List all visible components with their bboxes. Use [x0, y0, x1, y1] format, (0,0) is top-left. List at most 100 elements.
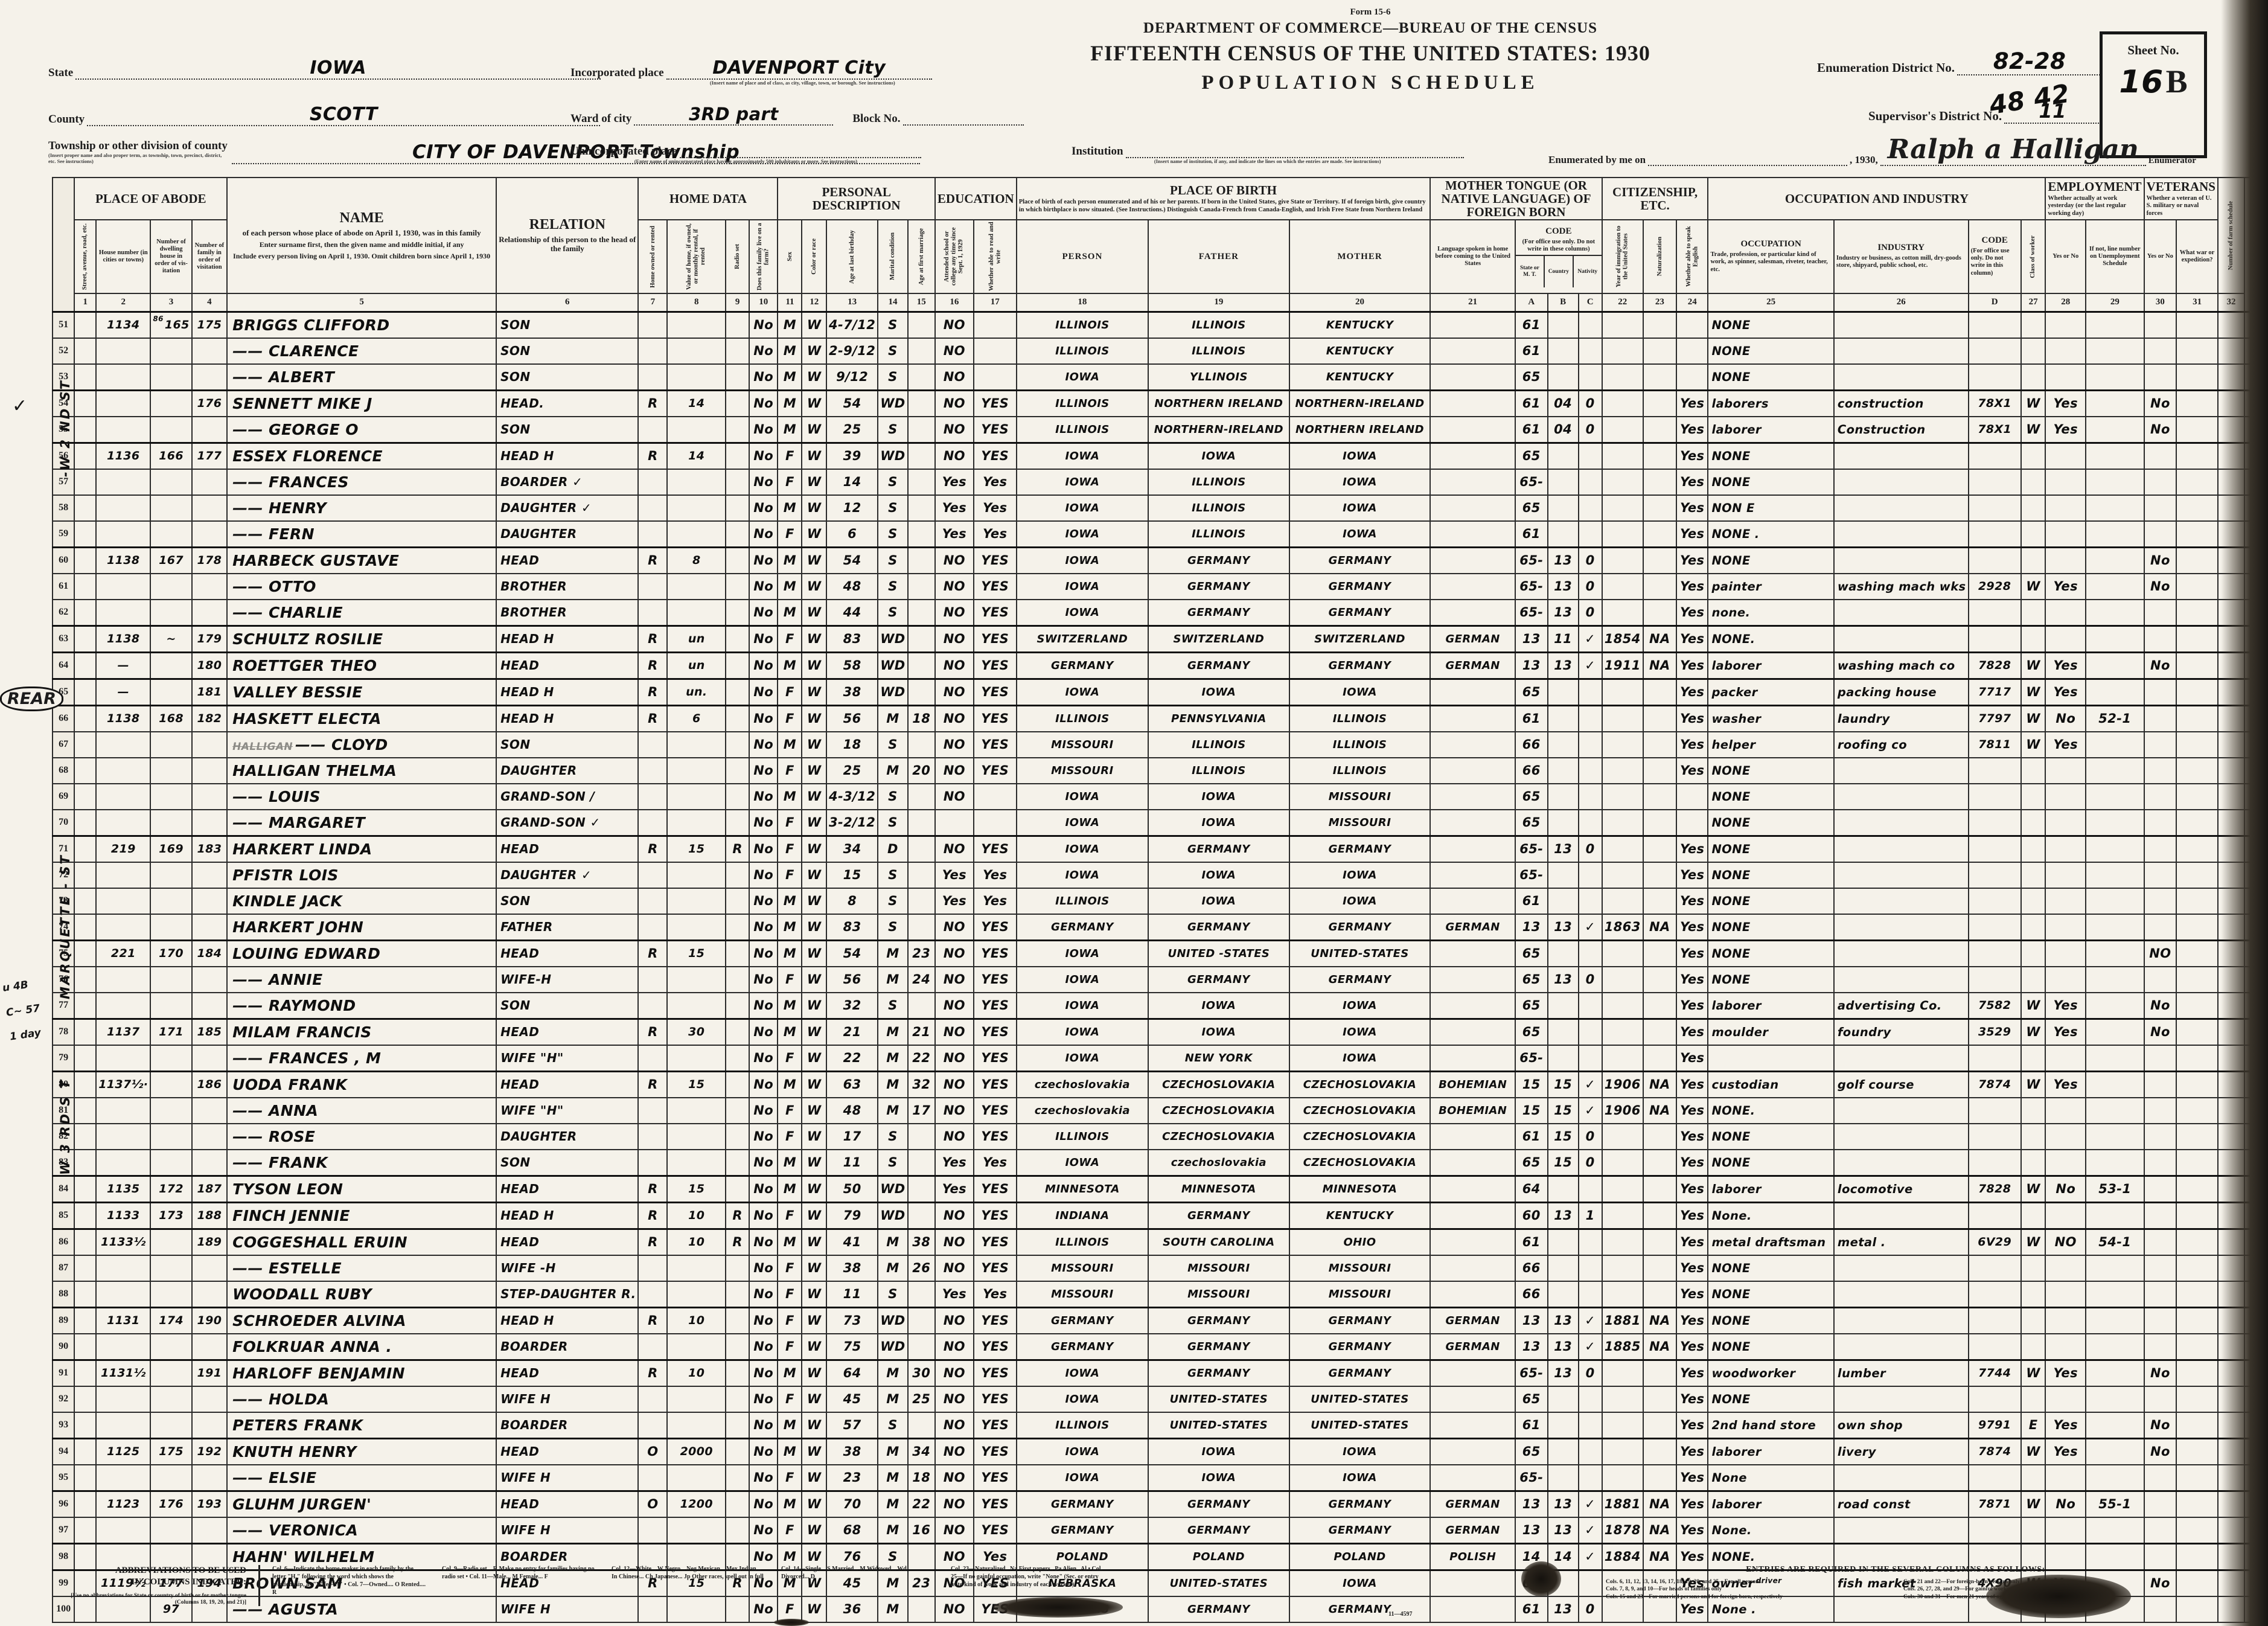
cell-dw	[150, 415, 193, 443]
line-number: 67	[51, 731, 75, 758]
cell-mt: GERMAN	[1429, 651, 1516, 679]
cell-pf: GERMANY	[1148, 1359, 1290, 1387]
cell-name: —— FERN	[226, 520, 497, 548]
cell-cc	[1577, 731, 1603, 758]
cell-val	[666, 363, 727, 391]
cell-cw	[2020, 1254, 2046, 1282]
legend-right-note: Cols. 21 and 22—For foreign-born persons…	[1903, 1579, 2020, 1585]
cell-vet	[2143, 1490, 2177, 1518]
cell-eng	[1675, 808, 1709, 836]
cell-pf: UNITED -STATES	[1148, 939, 1290, 967]
cell-fam	[191, 887, 228, 915]
cell-emp	[2045, 310, 2087, 339]
cell-vet	[2143, 1306, 2177, 1334]
cell-war	[2176, 1228, 2218, 1256]
cell-war	[2176, 887, 2218, 915]
cell-sex: M	[777, 651, 803, 679]
cell-cb: 13	[1547, 965, 1579, 993]
cell-mt	[1429, 965, 1516, 993]
col-subhead: If not, line number on Unem­ployment Sch…	[2085, 219, 2145, 294]
cell-sch: NO	[934, 1437, 974, 1465]
cell-sch: NO	[934, 965, 974, 993]
sheet-number-box: Sheet No. 16 B	[2100, 31, 2207, 158]
cell-ten: R	[637, 441, 668, 470]
cell-frm: No	[748, 861, 779, 889]
cell-cw: W	[2020, 1070, 2046, 1098]
cell-mar: S	[877, 783, 909, 810]
cell-rel: HEAD	[496, 939, 639, 967]
cell-hn	[95, 1516, 152, 1544]
cell-ca: 61	[1514, 415, 1548, 443]
cell-occ	[1707, 1044, 1835, 1072]
cell-ind: laundry	[1833, 704, 1969, 732]
cell-fam: 191	[191, 1359, 228, 1387]
cell-eng: Yes	[1675, 1017, 1709, 1046]
cell-sch: Yes	[934, 1174, 974, 1203]
cell-fam: 180	[191, 651, 228, 679]
cell-vet: No	[2143, 991, 2177, 1019]
cell-nat	[1642, 1254, 1677, 1282]
supervisor-district-field: Supervisor's District No. 11	[1868, 100, 2101, 124]
sheet-number-value: 16	[2119, 64, 2164, 100]
cell-race: W	[801, 415, 827, 443]
cell-dw	[150, 468, 193, 496]
cell-val: 10	[666, 1201, 727, 1229]
cell-frm: No	[748, 913, 779, 941]
cell-cb: 13	[1547, 1359, 1579, 1387]
cell-ten: R	[637, 1174, 668, 1203]
cell-dw	[150, 1122, 193, 1150]
cell-cc	[1577, 677, 1603, 706]
township-value: CITY OF DAVENPORT Township	[412, 141, 740, 163]
cell-sex: M	[777, 783, 803, 810]
cell-rel: DAUGHTER	[496, 1122, 639, 1150]
cell-mt	[1429, 1411, 1516, 1439]
person-row-95: 95 —— ELSIE WIFE H No F W 23 M 18 NO YES IOWA IOWA IO…	[51, 1464, 2268, 1491]
ink-smudge	[1521, 1561, 1561, 1596]
cell-dw	[150, 363, 193, 391]
line-number: 99	[51, 1569, 75, 1597]
cell-pm: OHIO	[1288, 1228, 1431, 1256]
cell-frm: No	[748, 731, 779, 758]
cell-age: 38	[825, 1437, 879, 1465]
cell-rw: YES	[973, 913, 1017, 941]
cell-sex: F	[777, 468, 803, 496]
cell-vet	[2143, 1385, 2177, 1413]
cell-race: W	[801, 1385, 827, 1413]
person-row-69: 69 —— LOUIS GRAND-SON / No M W 4-3/12 S NO IOWA IO…	[51, 783, 2268, 810]
cell-afm	[907, 468, 936, 496]
cell-mar: M	[877, 939, 909, 967]
cell-vet	[2143, 1280, 2177, 1308]
cell-cd	[1967, 887, 2022, 915]
cell-dw	[150, 1411, 193, 1439]
cell-mt	[1429, 598, 1516, 626]
legend-title-1: ABBREVIATIONS TO BE USED	[115, 1566, 246, 1575]
cell-occ: None.	[1707, 1201, 1835, 1229]
cell-cb: 13	[1547, 598, 1579, 626]
cell-eng: Yes	[1675, 1122, 1709, 1150]
cell-mar: S	[877, 363, 909, 391]
cell-pm: ILLINOIS	[1288, 704, 1431, 732]
cell-ind	[1833, 1306, 1969, 1334]
cell-cc: 0	[1577, 415, 1603, 443]
cell-emp	[2045, 1044, 2087, 1072]
cell-mt	[1429, 1044, 1516, 1072]
cell-fam: 177	[191, 441, 228, 470]
cell-occ: NONE	[1707, 913, 1835, 941]
cell-cd: 2928	[1967, 572, 2022, 600]
cell-mt	[1429, 731, 1516, 758]
cell-rad	[725, 677, 750, 706]
cell-rel: WIFE H	[496, 1516, 639, 1544]
cell-val	[666, 991, 727, 1019]
cell-eng: Yes	[1675, 468, 1709, 496]
cell-pb: IOWA	[1015, 468, 1149, 496]
cell-pf: PENNSYLVANIA	[1148, 704, 1290, 732]
cell-name: HARKERT JOHN	[226, 913, 497, 941]
cell-nat	[1642, 783, 1677, 810]
cell-fam: 176	[191, 389, 228, 417]
cell-fam	[191, 1148, 228, 1176]
cell-hn: 1131½	[95, 1359, 152, 1387]
line-number: 57	[51, 468, 75, 496]
cell-cd	[1967, 624, 2022, 653]
legend-subtitle: [Use no abbreviations for State or count…	[71, 1592, 246, 1605]
cell-cw	[2020, 1148, 2046, 1176]
